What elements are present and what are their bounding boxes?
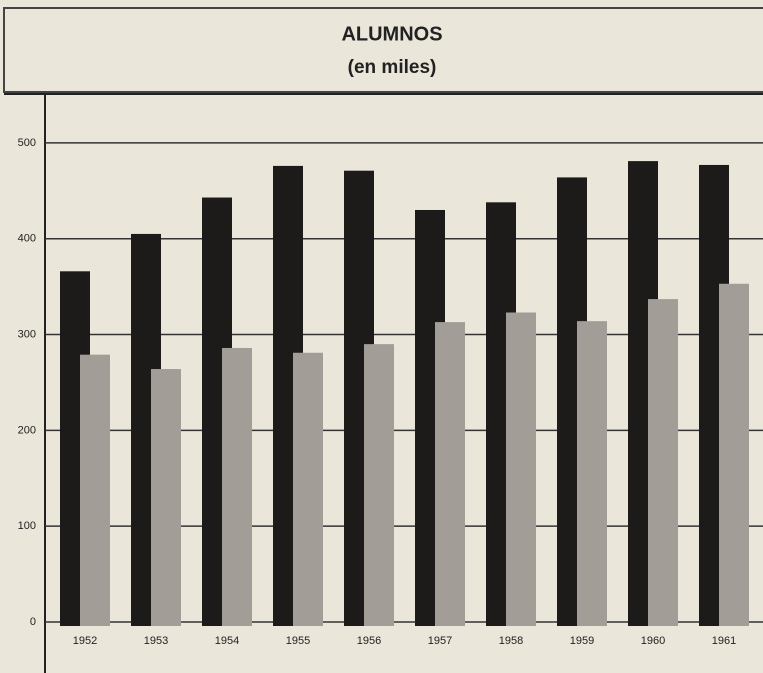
y-tick-label: 0 (30, 616, 36, 628)
bar (293, 352, 323, 626)
x-tick-label: 1957 (428, 635, 452, 647)
y-tick-label: 500 (18, 137, 36, 149)
bar (577, 321, 607, 626)
title-box (3, 7, 763, 93)
x-tick-label: 1960 (641, 635, 665, 647)
bar (506, 312, 536, 626)
x-tick-label: 1959 (570, 635, 594, 647)
x-tick-label: 1954 (215, 635, 239, 647)
x-tick-label: 1956 (357, 635, 381, 647)
x-tick-label: 1952 (73, 635, 97, 647)
y-tick-label: 300 (18, 328, 36, 340)
y-tick-label: 200 (18, 424, 36, 436)
x-tick-label: 1958 (499, 635, 523, 647)
x-tick-label: 1955 (286, 635, 310, 647)
bar (435, 322, 465, 626)
bar (222, 347, 252, 626)
bar (364, 344, 394, 626)
bar (151, 369, 181, 626)
bar (80, 354, 110, 626)
y-tick-label: 100 (18, 520, 36, 532)
chart-title: ALUMNOS (341, 23, 442, 45)
bar (648, 299, 678, 626)
chart-subtitle: (en miles) (348, 57, 437, 78)
bar (719, 283, 749, 626)
y-tick-label: 400 (18, 233, 36, 245)
x-tick-label: 1953 (144, 635, 168, 647)
x-tick-label: 1961 (712, 635, 736, 647)
